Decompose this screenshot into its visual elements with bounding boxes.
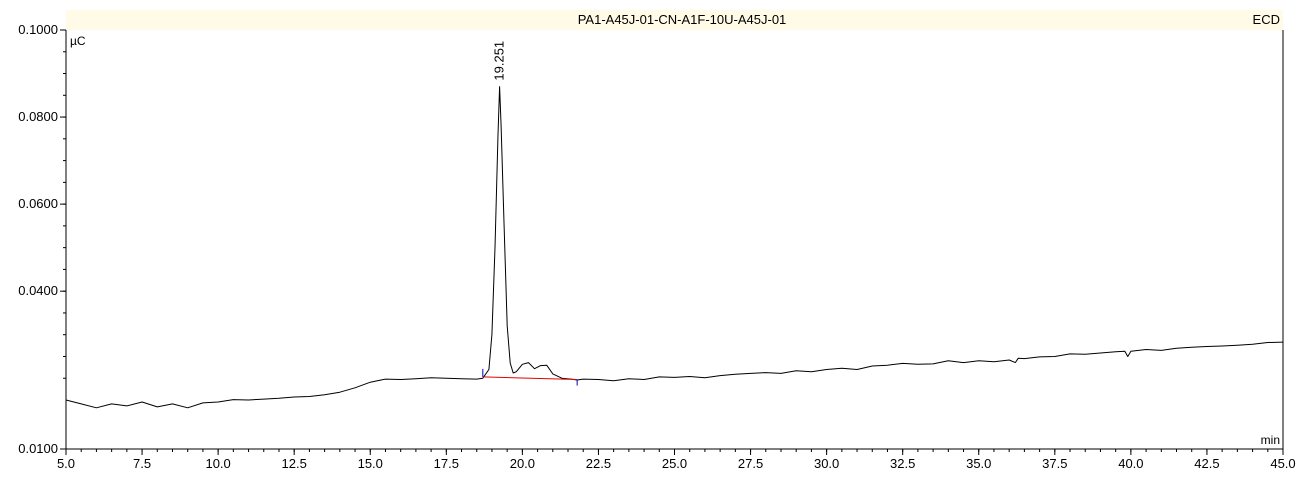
x-tick-label: 20.0 <box>510 456 535 471</box>
x-tick-label: 37.5 <box>1042 456 1067 471</box>
signal-trace <box>65 86 1284 409</box>
y-tick-label: 0.0800 <box>18 109 58 124</box>
x-tick-label: 15.0 <box>358 456 383 471</box>
x-tick-label: 7.5 <box>133 456 151 471</box>
x-axis-ticks: 5.0 7.5 10.0 12.5 15.0 17.5 20.0 22.5 25.0 27.5 30… <box>57 449 1296 471</box>
x-axis-unit-label: min <box>1261 433 1280 447</box>
x-tick-label: 17.5 <box>434 456 459 471</box>
x-tick-label: 10.0 <box>205 456 230 471</box>
y-tick-label: 0.0100 <box>18 441 58 456</box>
integration-baseline <box>482 376 578 381</box>
y-tick-label: 0.0400 <box>18 283 58 298</box>
x-tick-label: 35.0 <box>966 456 991 471</box>
peak-label: 19.251 <box>492 41 507 81</box>
y-axis-ticks: 0.0100 0.0400 0.0600 0.0800 0.1000 <box>18 22 66 456</box>
x-tick-label: 5.0 <box>57 456 75 471</box>
y-tick-label: 0.1000 <box>18 22 58 37</box>
x-tick-label: 30.0 <box>814 456 839 471</box>
detector-label: ECD <box>1253 12 1280 27</box>
x-tick-label: 12.5 <box>282 456 307 471</box>
x-tick-label: 22.5 <box>586 456 611 471</box>
plot-area: 19.251 <box>65 41 1284 409</box>
y-axis-unit-label: µC <box>70 34 86 48</box>
x-tick-label: 42.5 <box>1194 456 1219 471</box>
x-tick-label: 40.0 <box>1118 456 1143 471</box>
x-tick-label: 45.0 <box>1270 456 1295 471</box>
header-band <box>66 10 1283 30</box>
chart-title: PA1-A45J-01-CN-A1F-10U-A45J-01 <box>578 12 787 27</box>
y-tick-label: 0.0600 <box>18 196 58 211</box>
x-tick-label: 27.5 <box>738 456 763 471</box>
x-tick-label: 25.0 <box>662 456 687 471</box>
x-tick-label: 32.5 <box>890 456 915 471</box>
